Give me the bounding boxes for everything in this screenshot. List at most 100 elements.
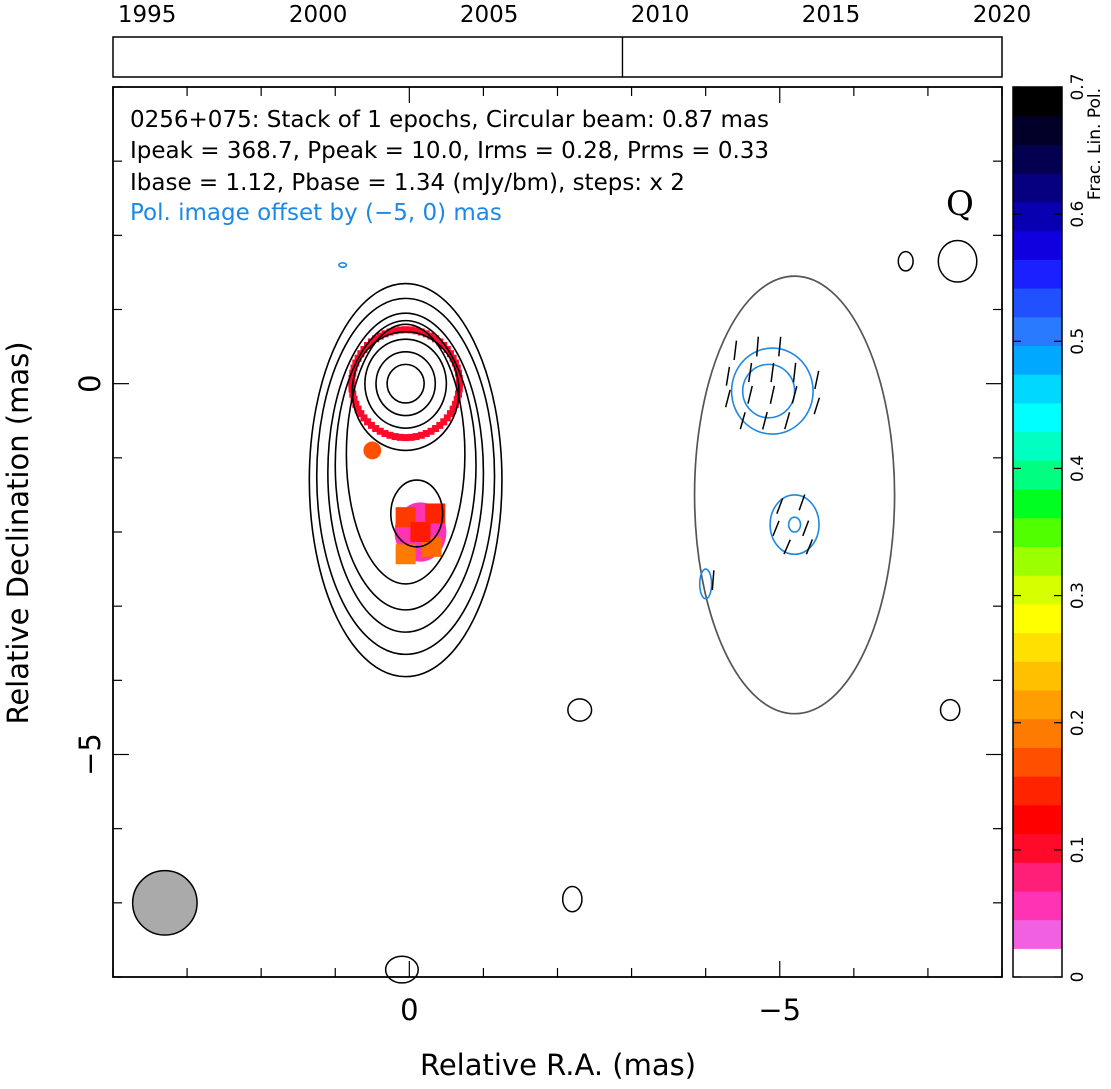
evpa-stick — [813, 397, 821, 415]
stokes-i-contour — [308, 282, 503, 678]
colorbar-step — [1013, 402, 1062, 433]
frac-pol-pixel — [364, 342, 372, 350]
frac-pol-pixel — [381, 330, 389, 338]
colorbar-step — [1013, 890, 1062, 921]
annotation-line2: Ipeak = 368.7, Ppeak = 10.0, Irms = 0.28… — [130, 138, 769, 164]
y-tick-label: 0 — [73, 374, 107, 392]
frac-pol-pixel — [357, 410, 365, 418]
frac-pol-pixel — [440, 342, 448, 350]
colorbar-tick-label: 0 — [1068, 972, 1088, 983]
frac-pol-pixel — [436, 421, 444, 429]
colorbar-step — [1013, 804, 1062, 835]
beam-ellipse — [131, 869, 198, 936]
evpa-stick — [784, 412, 791, 430]
colorbar-step — [1013, 230, 1062, 260]
stokes-i-contour — [315, 297, 496, 656]
frac-pol-pixel — [396, 433, 404, 441]
frac-pol-pixel — [349, 369, 357, 377]
colorbar-step — [1013, 689, 1062, 720]
frac-pol-pixel — [402, 434, 410, 442]
stokes-i-contour — [375, 350, 437, 417]
colorbar-step — [1013, 747, 1062, 777]
colorbar-step — [1013, 546, 1062, 576]
pol-intensity-contour — [741, 363, 796, 419]
annotation-line3: Ibase = 1.12, Pbase = 1.34 (mJy/bm), ste… — [130, 170, 685, 196]
stokes-i-contour — [334, 319, 477, 611]
evpa-stick — [792, 362, 797, 383]
stokes-i-island — [937, 239, 978, 283]
colorbar-step — [1013, 517, 1062, 547]
frac-pol-pixel — [391, 327, 399, 335]
pol-intensity-contour — [338, 261, 348, 269]
epoch-timeline: 1995 2000 2005 2010 2015 2020 — [112, 2, 1032, 78]
colorbar-tick-label: 0.6 — [1068, 201, 1088, 228]
colorbar-tick-label: 0.3 — [1068, 582, 1088, 609]
evpa-stick — [755, 336, 760, 357]
evpa-stick — [772, 520, 780, 537]
colorbar-tick-label: 0.7 — [1068, 73, 1088, 100]
evpa-stick — [711, 570, 715, 591]
pol-intensity-contour — [787, 516, 802, 533]
stokes-i-contour — [390, 479, 444, 548]
frac-pol-pixel — [360, 414, 368, 422]
stokes-i-island — [384, 955, 419, 984]
axes: 0 −5 0 −5 — [73, 86, 1003, 1027]
colorbar-step — [1013, 603, 1062, 634]
timeline-tick-label: 1995 — [118, 2, 177, 28]
colorbar-step — [1013, 862, 1062, 892]
stokes-i-contour — [386, 363, 425, 404]
frac-pol-region — [363, 441, 382, 460]
frac-pol-pixel — [446, 410, 454, 418]
timeline-tick-label: 2020 — [973, 2, 1032, 28]
timeline-tick-label: 2015 — [802, 2, 861, 28]
frac-pol-pixel — [372, 335, 380, 343]
evpa-stick — [805, 539, 814, 555]
stokes-i-island — [939, 698, 961, 722]
colorbar-tick-label: 0.2 — [1068, 709, 1088, 736]
colorbar-step — [1013, 776, 1062, 806]
frac-pol-pixels — [348, 326, 464, 565]
colorbar-step — [1013, 919, 1062, 949]
frac-pol-pixel — [354, 405, 362, 413]
colorbar-step — [1013, 374, 1062, 404]
frac-pol-pixel — [348, 380, 356, 388]
frac-pol-region — [350, 328, 462, 440]
frac-pol-pixel — [443, 414, 451, 422]
stokes-i-contour — [351, 330, 460, 452]
frac-pol-pixel — [376, 427, 384, 435]
colorbar-step — [1013, 287, 1062, 318]
frac-pol-pixel — [432, 425, 440, 433]
pol-stokes-i-outline — [693, 275, 896, 715]
frac-pol-pixel — [451, 400, 459, 408]
colorbar-tick-label: 0.4 — [1068, 455, 1088, 482]
colorbar-step — [1013, 115, 1062, 146]
evpa-stick — [761, 411, 768, 430]
stokes-i-contours — [180, 239, 978, 984]
frac-pol-pixel — [410, 522, 431, 542]
frac-pol-pixel — [449, 405, 457, 413]
frac-pol-pixel — [402, 326, 410, 334]
evpa-stick — [783, 539, 791, 555]
frac-pol-pixel — [395, 544, 416, 565]
timeline-tick-label: 2000 — [289, 2, 348, 28]
frac-pol-pixel — [453, 395, 461, 403]
frac-pol-pixel — [367, 338, 375, 346]
frac-pol-pixel — [427, 427, 435, 435]
frac-pol-pixel — [352, 400, 360, 408]
stokes-i-island — [897, 250, 914, 272]
colorbar-step — [1013, 316, 1062, 346]
evpa-stick — [747, 385, 753, 404]
colorbar-step — [1013, 345, 1062, 375]
frac-pol-pixel — [396, 326, 404, 334]
evpa-stick — [724, 389, 731, 408]
evpa-stick — [814, 370, 820, 390]
annotations: 0256+075: Stack of 1 epochs, Circular be… — [130, 107, 974, 226]
quality-label: Q — [946, 184, 974, 224]
x-tick-label: 0 — [400, 993, 418, 1027]
frac-pol-pixel — [440, 418, 448, 426]
stokes-i-island — [567, 698, 593, 722]
frac-pol-pixel — [407, 433, 415, 441]
frac-pol-pixel — [422, 330, 430, 338]
